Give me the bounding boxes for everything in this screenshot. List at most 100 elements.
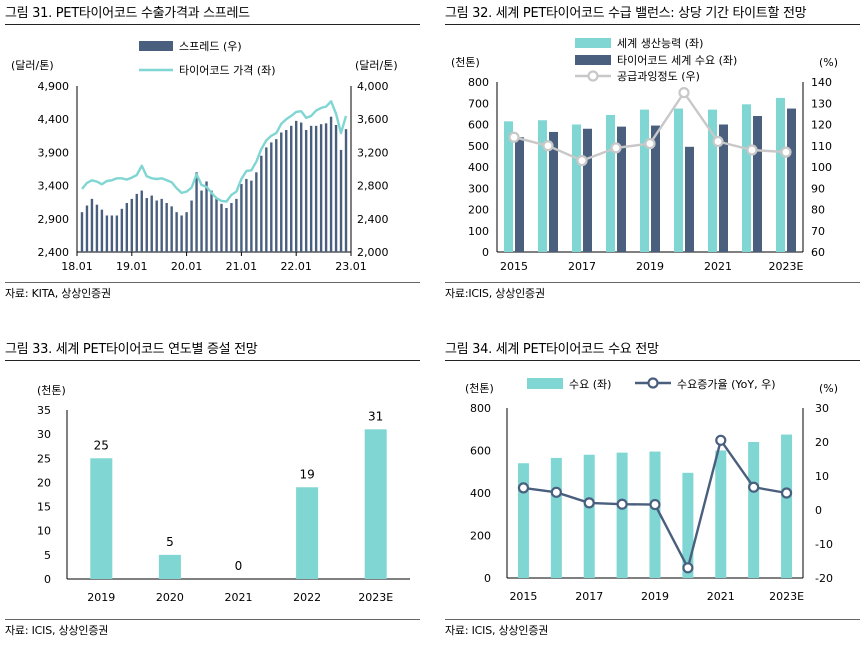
- spread-bar: [95, 204, 99, 252]
- legend-label-growth: 수요증가율 (YoY, 우): [677, 378, 776, 391]
- source-note: 자료:ICIS, 상상인증권: [445, 287, 545, 300]
- data-label: 31: [368, 409, 383, 423]
- y-tick-left: 0: [484, 572, 491, 585]
- y-tick: 25: [37, 452, 51, 465]
- growth-marker: [682, 562, 694, 574]
- x-tick-label: 2020: [156, 591, 184, 604]
- right-axis-unit: (%): [819, 382, 838, 395]
- addition-bar: [158, 554, 181, 579]
- y-tick-right: 110: [811, 140, 832, 153]
- growth-marker: [517, 482, 530, 494]
- y-tick-left: 4,900: [38, 80, 70, 93]
- oversupply-marker: [576, 155, 588, 167]
- y-tick-right: 0: [815, 504, 822, 517]
- spread-bar: [205, 181, 208, 252]
- legend-marker-oversupply: [587, 70, 599, 82]
- addition-bar: [364, 429, 387, 579]
- y-tick-left: 400: [468, 161, 489, 174]
- capacity-bar: [538, 120, 547, 252]
- chart-34: (천톤) (%) 800 600 400 200 0 30 20 10 0 -10 -20 2015 201…: [465, 377, 838, 603]
- demand-bar: [787, 108, 796, 252]
- y-tick-right: 30: [815, 402, 829, 415]
- left-axis-unit: (달러/톤): [11, 59, 54, 72]
- legend-label-capacity: 세계 생산능력 (좌): [617, 37, 703, 50]
- source-rule: [5, 282, 420, 283]
- spread-bar: [285, 129, 288, 252]
- source-note: 자료: ICIS, 상상인증권: [5, 624, 109, 637]
- y-tick: 30: [37, 428, 51, 441]
- y-tick-right: 2,800: [357, 180, 389, 193]
- growth-marker: [780, 487, 793, 499]
- title-rule: [445, 24, 860, 25]
- spread-bar: [280, 132, 283, 252]
- spread-bar: [339, 149, 343, 252]
- y-tick-right: -20: [815, 572, 833, 585]
- y-tick-left: 600: [468, 119, 489, 132]
- y-tick: 0: [44, 573, 51, 586]
- x-tick-label: 18.01: [61, 260, 93, 273]
- demand-bar: [583, 454, 595, 578]
- y-tick-right: 60: [811, 246, 825, 259]
- demand-bar: [617, 126, 626, 252]
- spread-bar: [314, 125, 318, 252]
- capacity-bar: [606, 114, 615, 252]
- demand-bar: [748, 442, 760, 578]
- y-tick: 10: [37, 525, 51, 538]
- spread-bar: [135, 193, 138, 252]
- spread-bar: [100, 209, 104, 252]
- source-note: 자료: KITA, 상상인증권: [5, 287, 111, 300]
- spread-bar: [220, 203, 223, 252]
- spread-bar: [270, 142, 273, 252]
- demand-bar: [715, 450, 727, 578]
- demand-bar: [682, 472, 694, 578]
- spread-bar: [195, 172, 198, 252]
- y-tick: 35: [37, 404, 51, 417]
- demand-bar: [719, 124, 728, 252]
- y-tick-right: 2,000: [357, 246, 389, 259]
- oversupply-marker: [610, 142, 622, 154]
- capacity-bar: [776, 97, 785, 252]
- demand-bar: [550, 457, 562, 578]
- source-rule: [445, 282, 860, 283]
- demand-bar: [685, 146, 694, 252]
- spread-bar: [175, 212, 178, 252]
- spread-bar: [165, 203, 168, 252]
- growth-marker: [715, 434, 727, 446]
- panel-title: 그림 31. PET타이어코드 수출가격과 스프레드: [5, 6, 250, 21]
- x-tick-label: 22.01: [280, 260, 312, 273]
- spread-bar: [190, 200, 193, 252]
- data-label: 5: [166, 535, 174, 549]
- x-tick-label: 2021: [225, 591, 253, 604]
- panel-32: 그림 32. 세계 PET타이어코드 수급 밸런스: 상당 기간 타이트할 전망…: [445, 0, 860, 320]
- addition-bar: [90, 458, 113, 579]
- x-tick-label: 2015: [509, 590, 537, 603]
- legend-swatch-capacity: [575, 38, 611, 48]
- legend-label-demand: 타이어코드 세계 수요 (좌): [617, 54, 737, 67]
- spread-bar: [260, 155, 263, 252]
- demand-bar: [649, 451, 661, 578]
- spread-bar: [115, 215, 119, 252]
- legend-swatch-demand: [527, 378, 563, 389]
- y-tick-right: 130: [811, 97, 832, 110]
- panel-31: 그림 31. PET타이어코드 수출가격과 스프레드 (달러/톤) (달러/톤) 4…: [5, 0, 420, 320]
- y-tick-left: 300: [468, 182, 489, 195]
- x-tick-label: 2019: [87, 591, 115, 604]
- x-tick-label: 2023E: [358, 591, 393, 604]
- spread-bar: [309, 125, 313, 252]
- title-rule: [445, 360, 860, 361]
- spread-bar: [125, 203, 129, 252]
- right-axis-unit: (달러/톤): [355, 59, 398, 72]
- spread-bar: [80, 212, 84, 252]
- capacity-bar: [504, 121, 513, 252]
- y-tick-right: 70: [811, 225, 825, 238]
- spread-bar: [275, 139, 278, 252]
- capacity-bar: [572, 124, 581, 252]
- source-rule: [5, 619, 420, 620]
- x-tick-label: 2017: [575, 590, 603, 603]
- spread-bar: [230, 203, 233, 252]
- spread-bar: [240, 183, 243, 252]
- y-tick-left: 800: [470, 402, 491, 415]
- y-tick-left: 200: [468, 204, 489, 217]
- capacity-bar: [742, 104, 751, 252]
- y-axis-unit: (천톤): [37, 383, 66, 397]
